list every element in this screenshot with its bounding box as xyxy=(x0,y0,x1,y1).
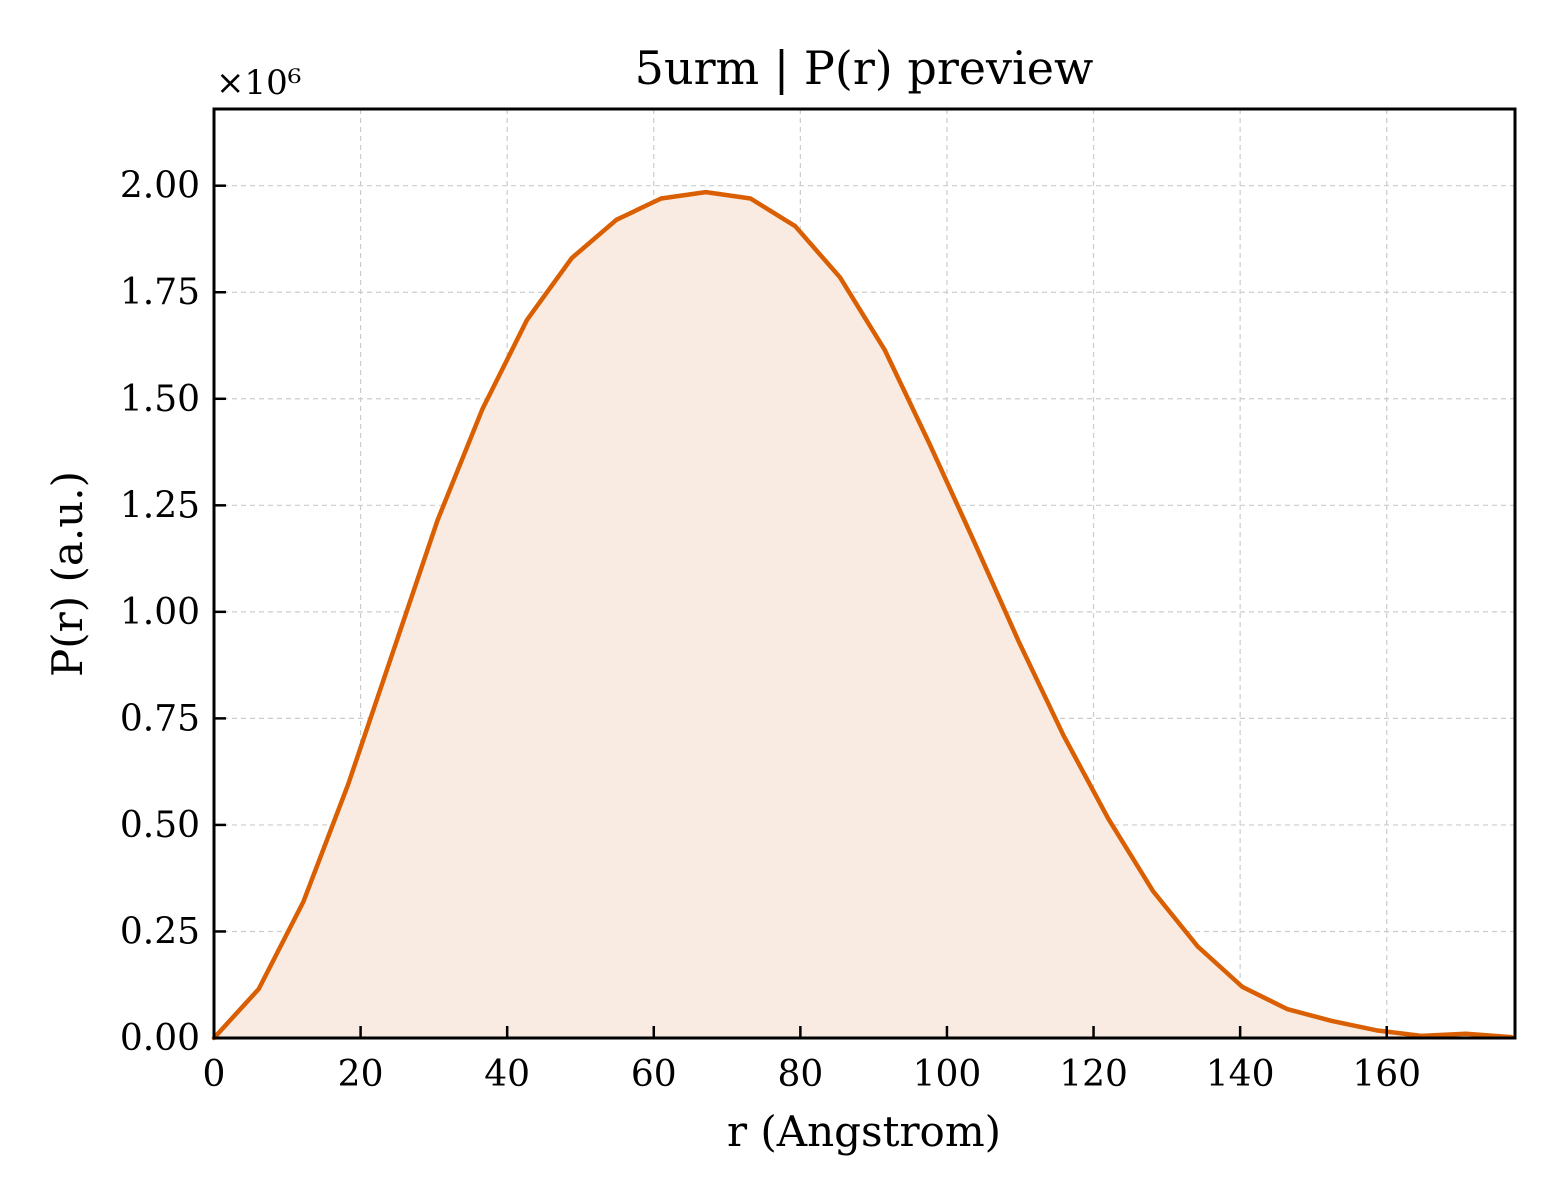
x-tick-label: 120 xyxy=(1059,1054,1128,1095)
pr-series-line xyxy=(211,189,1514,1041)
x-tick-label: 40 xyxy=(484,1054,530,1095)
y-tick-label: 0.75 xyxy=(120,698,200,739)
axis-ticks: 0 20 40 60 80 100 120 140 160 0.00 0.25 0.50 0.75 1.0… xyxy=(120,166,1421,1095)
x-tick-label: 160 xyxy=(1352,1054,1421,1095)
x-tick-label: 20 xyxy=(338,1054,384,1095)
y-scale-label: ×10⁶ xyxy=(216,63,301,103)
y-tick-label: 0.25 xyxy=(120,911,200,952)
y-tick-label: 1.25 xyxy=(120,485,200,526)
x-tick-label: 100 xyxy=(913,1054,982,1095)
y-tick-label: 1.75 xyxy=(120,272,200,313)
plot-frame xyxy=(212,107,1517,1040)
y-tick-label: 0.00 xyxy=(120,1018,200,1059)
x-tick-label: 60 xyxy=(631,1054,677,1095)
y-tick-label: 2.00 xyxy=(120,166,200,207)
x-tick-label: 140 xyxy=(1206,1054,1275,1095)
y-tick-label: 1.50 xyxy=(120,379,200,420)
x-tick-label: 80 xyxy=(777,1054,823,1095)
y-tick-label: 1.00 xyxy=(120,592,200,633)
chart-title: 5urm | P(r) preview xyxy=(635,41,1094,95)
y-tick-label: 0.50 xyxy=(120,805,200,846)
x-tick-label: 0 xyxy=(203,1054,226,1095)
y-axis-label: P(r) (a.u.) xyxy=(43,471,92,677)
pr-area-fill xyxy=(214,192,1512,1039)
x-axis-label: r (Angstrom) xyxy=(727,1107,1001,1156)
